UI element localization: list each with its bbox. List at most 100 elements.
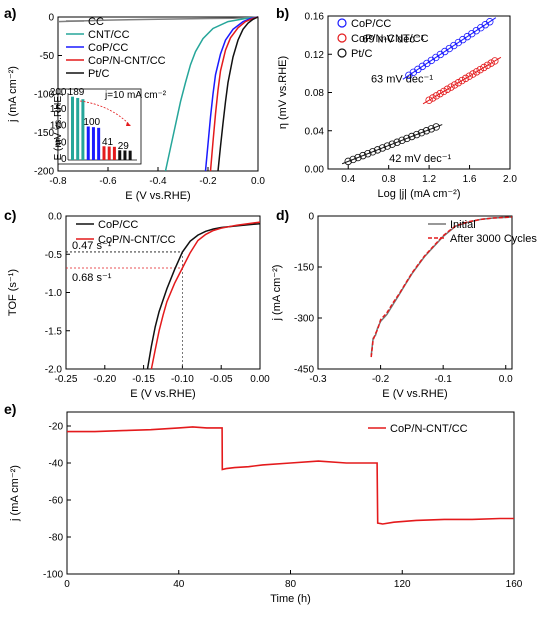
scatter-point [398, 136, 406, 145]
legend-marker [337, 48, 347, 58]
y-tick-label: -60 [49, 496, 64, 507]
x-tick-label: 0.4 [341, 174, 355, 185]
legend-entry: CoP/N-CNT/CC [98, 234, 176, 246]
x-tick-label: 80 [285, 579, 297, 590]
y-tick-label: -450 [294, 365, 314, 376]
tof-annotation: 0.47 s⁻¹ [72, 240, 112, 252]
y-axis-label: η (mV vs.RHE) [277, 56, 289, 129]
series-line [209, 16, 259, 172]
fit-line [402, 17, 497, 80]
scatter-point [403, 134, 411, 143]
y-tick-label: -2.0 [45, 365, 63, 376]
scatter-point [429, 94, 437, 102]
scatter-point [373, 146, 382, 154]
legend-entry: CoP/CC [351, 18, 391, 30]
scatter-point [454, 79, 463, 87]
panel-label: c) [4, 207, 16, 223]
y-tick-label: 0 [48, 13, 54, 24]
x-tick-label: -0.1 [435, 374, 453, 385]
inset-bar [86, 126, 90, 160]
y-tick-label: 0.16 [305, 12, 325, 23]
scatter-point [491, 57, 499, 65]
inset-bar [91, 127, 95, 160]
y-tick-label: 0.08 [305, 88, 325, 99]
legend-marker [337, 33, 347, 43]
y-tick-label: -100 [34, 90, 54, 101]
plot-frame [317, 215, 513, 370]
tafel-slope-label: 42 mV dec⁻¹ [389, 153, 451, 165]
tafel-slope-label: 69 mV dec⁻¹ [362, 34, 424, 46]
y-tick-label: -0.5 [45, 250, 63, 261]
legend-entry: CoP/CC [98, 219, 138, 231]
y-tick-label: 0.12 [305, 50, 325, 61]
inset-bar [128, 150, 132, 160]
inset-y-tick-label: 100 [50, 121, 67, 132]
scatter-point [443, 85, 452, 93]
scatter-point [417, 128, 426, 137]
series-line [164, 16, 259, 172]
panel-label: e) [4, 401, 16, 417]
legend-entry: CNT/CC [88, 29, 130, 41]
tafel-slope-label: 63 mV dec⁻¹ [371, 74, 433, 86]
y-tick-label: -300 [294, 314, 314, 325]
scatter-point [440, 87, 448, 96]
x-axis-label: E (V vs.RHE) [382, 388, 447, 400]
scatter-point [476, 65, 484, 74]
inset-annotation: j=10 mA cm⁻² [104, 90, 167, 101]
scatter-point [422, 127, 431, 135]
x-tick-label: 0.00 [250, 374, 270, 385]
series-line [67, 426, 514, 525]
scatter-point [412, 130, 421, 139]
inset-y-tick-label: 150 [50, 104, 67, 115]
inset-y-tick-label: 0 [61, 154, 67, 165]
scatter-point [383, 142, 392, 150]
series-line [150, 221, 261, 370]
y-tick-label: 0 [308, 212, 314, 223]
panel-label: d) [276, 207, 289, 223]
inset-bar [81, 99, 85, 160]
y-tick-label: -1.0 [45, 288, 63, 299]
y-tick-label: -150 [34, 128, 54, 139]
x-tick-label: -0.25 [55, 374, 78, 385]
y-tick-label: -200 [34, 167, 54, 178]
x-tick-label: 1.2 [422, 174, 436, 185]
scatter-point [432, 123, 440, 131]
x-tick-label: -0.4 [149, 176, 167, 187]
series-line [370, 216, 513, 358]
fit-line [422, 56, 502, 105]
inset-bar [97, 127, 101, 160]
x-tick-label: 120 [394, 579, 411, 590]
scatter-point [447, 83, 455, 91]
y-tick-label: 0.04 [305, 126, 325, 137]
scatter-point [408, 132, 416, 141]
x-tick-label: -0.3 [309, 374, 327, 385]
scatter-point [368, 148, 377, 156]
inset-bar [123, 150, 127, 160]
panel-label: a) [4, 5, 16, 21]
scatter-point [432, 92, 441, 100]
plot-frame [66, 411, 515, 575]
x-tick-label: -0.15 [132, 374, 155, 385]
scatter-point [487, 59, 495, 67]
x-axis-label: E (V vs.RHE) [125, 190, 190, 202]
tof-annotation: 0.68 s⁻¹ [72, 272, 112, 284]
inset-y-tick-label: 200 [50, 87, 67, 98]
scatter-point [388, 140, 396, 148]
scatter-point [393, 138, 401, 146]
scatter-point [480, 63, 488, 72]
y-tick-label: -20 [49, 422, 64, 433]
scatter-point [427, 125, 436, 133]
x-tick-label: 40 [173, 579, 185, 590]
scatter-point [364, 149, 372, 158]
scatter-point [354, 153, 362, 162]
scatter-point [349, 155, 357, 164]
y-tick-label: -40 [49, 459, 64, 470]
legend-entry: Initial [450, 219, 476, 231]
inset-arrow-head [126, 122, 131, 126]
legend-entry: CC [88, 16, 104, 28]
scatter-point [461, 74, 470, 83]
inset-trend-arrow [79, 100, 131, 126]
scatter-point [486, 18, 494, 26]
series-line [146, 222, 261, 370]
scatter-point [344, 157, 352, 166]
